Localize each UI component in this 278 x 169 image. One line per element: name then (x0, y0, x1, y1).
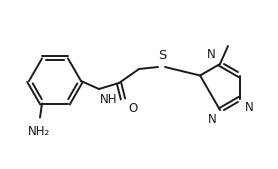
Text: O: O (128, 102, 137, 115)
Text: N: N (208, 113, 217, 126)
Text: NH₂: NH₂ (28, 125, 50, 138)
Text: N: N (245, 101, 254, 114)
Text: S: S (158, 49, 166, 62)
Text: NH: NH (100, 93, 118, 106)
Text: N: N (207, 48, 216, 61)
